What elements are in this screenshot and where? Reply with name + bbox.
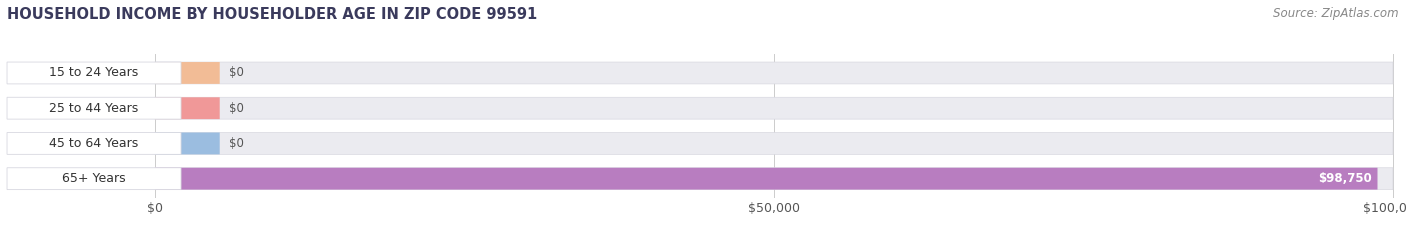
Text: 25 to 44 Years: 25 to 44 Years bbox=[49, 102, 139, 115]
FancyBboxPatch shape bbox=[155, 133, 1393, 154]
FancyBboxPatch shape bbox=[155, 168, 1393, 190]
FancyBboxPatch shape bbox=[7, 168, 181, 190]
FancyBboxPatch shape bbox=[7, 62, 181, 84]
FancyBboxPatch shape bbox=[155, 97, 219, 119]
FancyBboxPatch shape bbox=[155, 168, 1378, 190]
Text: $0: $0 bbox=[229, 102, 245, 115]
FancyBboxPatch shape bbox=[7, 97, 181, 119]
Text: 65+ Years: 65+ Years bbox=[62, 172, 127, 185]
Text: $0: $0 bbox=[229, 137, 245, 150]
FancyBboxPatch shape bbox=[155, 97, 1393, 119]
FancyBboxPatch shape bbox=[155, 62, 1393, 84]
Text: Source: ZipAtlas.com: Source: ZipAtlas.com bbox=[1274, 7, 1399, 20]
FancyBboxPatch shape bbox=[155, 133, 219, 154]
Text: $0: $0 bbox=[229, 66, 245, 79]
Text: HOUSEHOLD INCOME BY HOUSEHOLDER AGE IN ZIP CODE 99591: HOUSEHOLD INCOME BY HOUSEHOLDER AGE IN Z… bbox=[7, 7, 537, 22]
FancyBboxPatch shape bbox=[155, 62, 219, 84]
Text: $98,750: $98,750 bbox=[1317, 172, 1371, 185]
Text: 45 to 64 Years: 45 to 64 Years bbox=[49, 137, 139, 150]
FancyBboxPatch shape bbox=[7, 133, 181, 154]
Text: 15 to 24 Years: 15 to 24 Years bbox=[49, 66, 139, 79]
